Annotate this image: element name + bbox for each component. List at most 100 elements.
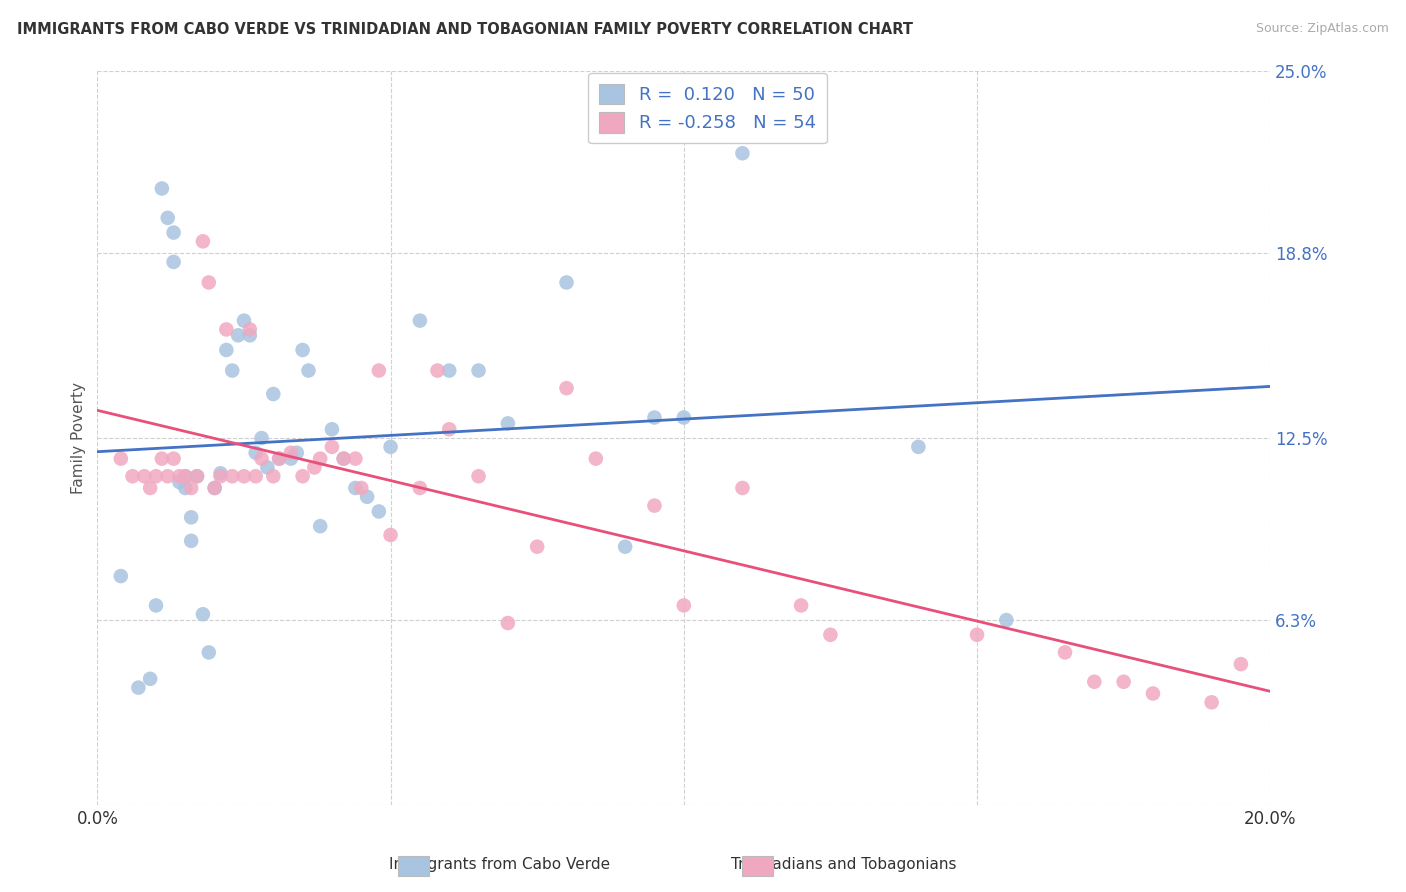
Point [1112,674,1135,689]
Point [291,343,314,357]
Point [262,387,284,401]
Point [995,613,1018,627]
Point [180,533,202,548]
Point [344,451,367,466]
Legend: R =  0.120   N = 50, R = -0.258   N = 54: R = 0.120 N = 50, R = -0.258 N = 54 [588,73,827,144]
Point [643,410,665,425]
Point [1201,695,1223,709]
Point [245,446,267,460]
Point [239,322,262,336]
Point [356,490,378,504]
Text: Immigrants from Cabo Verde: Immigrants from Cabo Verde [388,857,610,872]
Point [820,628,842,642]
Point [186,469,208,483]
Point [174,469,197,483]
Point [731,146,754,161]
Point [672,410,695,425]
Point [332,451,354,466]
Point [332,451,354,466]
Point [209,469,232,483]
Point [127,681,149,695]
Point [139,672,162,686]
Point [1142,686,1164,700]
Point [110,451,132,466]
Point [585,451,607,466]
Point [426,363,449,377]
Point [150,181,173,195]
Point [209,467,232,481]
Point [221,363,243,377]
Point [215,322,238,336]
Point [344,481,367,495]
Point [439,422,461,436]
Y-axis label: Family Poverty: Family Poverty [72,382,86,494]
Point [1083,674,1105,689]
Point [280,446,302,460]
Point [731,481,754,495]
Point [555,381,578,395]
Point [269,451,291,466]
Point [321,422,343,436]
Point [169,469,191,483]
Point [145,469,167,483]
Point [285,446,308,460]
Point [350,481,373,495]
Point [215,343,238,357]
Point [180,481,202,495]
Point [233,469,256,483]
Point [526,540,548,554]
Point [907,440,929,454]
Point [555,276,578,290]
Point [162,226,184,240]
Point [110,569,132,583]
Point [156,211,179,225]
Point [790,599,813,613]
Point [197,645,219,659]
Point [162,451,184,466]
Point [291,469,314,483]
Point [321,440,343,454]
Point [204,481,226,495]
Point [496,417,519,431]
Point [221,469,243,483]
Point [467,469,489,483]
Point [467,363,489,377]
Point [367,504,389,518]
Point [409,481,432,495]
Point [174,469,197,483]
Point [226,328,249,343]
Point [380,528,402,542]
Text: Trinidadians and Tobagonians: Trinidadians and Tobagonians [731,857,956,872]
Point [297,363,319,377]
Point [150,451,173,466]
Point [643,499,665,513]
Point [966,628,988,642]
Point [121,469,143,483]
Text: IMMIGRANTS FROM CABO VERDE VS TRINIDADIAN AND TOBAGONIAN FAMILY POVERTY CORRELAT: IMMIGRANTS FROM CABO VERDE VS TRINIDADIA… [17,22,912,37]
Point [233,313,256,327]
Point [180,510,202,524]
Point [269,451,291,466]
Point [439,363,461,377]
Point [1053,645,1076,659]
Point [280,451,302,466]
Point [256,460,278,475]
Point [309,451,332,466]
Point [174,481,197,495]
Point [262,469,284,483]
Point [169,475,191,489]
Point [162,255,184,269]
Text: Source: ZipAtlas.com: Source: ZipAtlas.com [1256,22,1389,36]
Point [1230,657,1253,672]
Point [496,615,519,630]
Point [204,481,226,495]
Point [197,276,219,290]
Point [250,451,273,466]
Point [156,469,179,483]
Point [191,235,214,249]
Point [145,599,167,613]
Point [134,469,156,483]
Point [245,469,267,483]
Point [239,328,262,343]
Point [250,431,273,445]
